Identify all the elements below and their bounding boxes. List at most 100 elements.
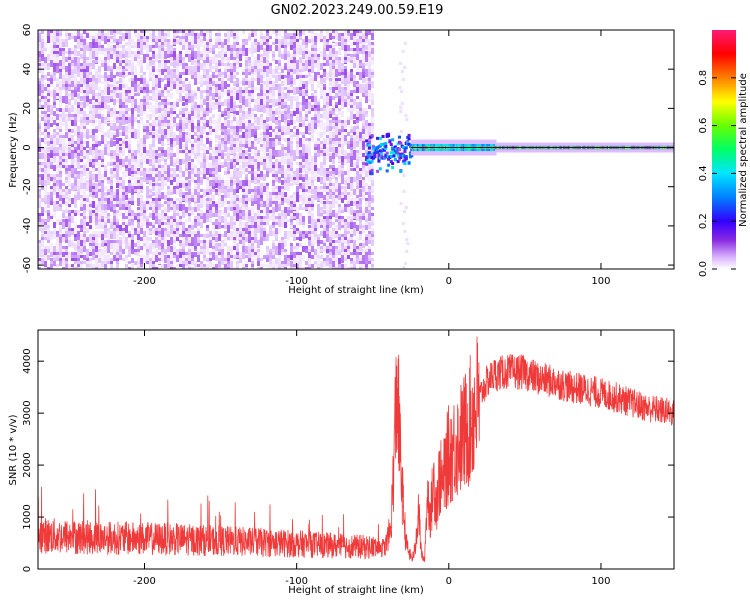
spectrogram-cell xyxy=(296,42,299,50)
spectrogram-cell xyxy=(191,117,194,120)
spectrogram-cell xyxy=(227,237,230,240)
spectrogram-cell xyxy=(266,51,269,56)
spectrogram-cell xyxy=(71,120,74,126)
spectrogram-cell xyxy=(320,120,323,125)
spectrogram-cell xyxy=(80,36,83,41)
spectrogram-cell xyxy=(275,201,278,208)
spectrogram-cell xyxy=(128,147,131,150)
spectrogram-cell xyxy=(221,42,224,48)
spectrogram-cell xyxy=(86,252,89,260)
spectrogram-cell xyxy=(260,114,263,118)
spectrogram-cell xyxy=(218,51,221,58)
spectrogram-cell xyxy=(209,78,212,82)
spectrogram-cell xyxy=(191,51,194,56)
spectrogram-cell xyxy=(86,120,89,125)
spectrogram-cell xyxy=(161,135,164,143)
spectrogram-cell xyxy=(296,96,299,104)
spectrogram-cell xyxy=(314,123,317,130)
spectrogram-cell xyxy=(188,186,191,189)
spectrogram-cell xyxy=(77,81,80,84)
spectrogram-cell xyxy=(164,42,167,47)
spectrogram-cell xyxy=(191,33,194,36)
spectrogram-cell xyxy=(137,159,140,167)
spectrogram-cell xyxy=(257,252,260,255)
spectrogram-cell xyxy=(239,120,242,128)
spectrogram-cell xyxy=(167,255,170,260)
spectrogram-cell xyxy=(248,48,251,51)
spectrogram-cell xyxy=(125,240,128,244)
spectrogram-cell xyxy=(47,135,50,138)
spectrogram-cell xyxy=(134,84,137,92)
spectrogram-cell xyxy=(206,159,209,167)
spectrogram-cell xyxy=(284,231,287,234)
spectrogram-cell xyxy=(314,219,317,224)
spectrogram-cell xyxy=(263,126,266,133)
spectrogram-cell xyxy=(173,60,176,68)
spectrogram-cell xyxy=(41,222,44,225)
spectrogram-cell xyxy=(230,192,233,200)
spectrogram-cell xyxy=(152,30,155,37)
spectrogram-cell xyxy=(209,81,212,84)
spectrogram-cell xyxy=(110,225,113,229)
spectrogram-cell xyxy=(59,168,62,171)
spectrogram-cell xyxy=(269,105,272,110)
spectrogram-cell xyxy=(74,66,77,74)
spectrogram-cell xyxy=(326,93,329,98)
spectrogram-cell xyxy=(194,132,197,136)
spectrogram-cell xyxy=(71,198,74,204)
spectrogram-cell xyxy=(53,159,56,163)
spectrogram-cell xyxy=(74,129,77,132)
spectrogram-cell xyxy=(101,51,104,55)
spectrogram-cell xyxy=(260,72,263,75)
spectrogram-cell xyxy=(164,51,167,59)
spectrogram-cell xyxy=(149,189,152,192)
spectrogram-cell xyxy=(107,204,110,210)
spectrogram-cell xyxy=(140,90,143,93)
spectrogram-cell xyxy=(215,159,218,162)
spectrogram-cell xyxy=(215,219,218,227)
spectrogram-cell xyxy=(296,186,299,192)
spectrogram-cell xyxy=(98,156,101,160)
spectrogram-cell xyxy=(65,84,68,88)
spectrogram-cell xyxy=(116,60,119,63)
spectrogram-cell xyxy=(242,129,245,134)
spectrogram-cell xyxy=(302,99,305,105)
spectrogram-cell xyxy=(161,264,164,268)
spectrogram-cell xyxy=(257,210,260,216)
spectrogram-cell xyxy=(47,153,50,156)
spectrogram-cell xyxy=(284,156,287,161)
spectrogram-cell xyxy=(71,243,74,246)
spectrogram-cell xyxy=(107,246,110,253)
spectrogram-cell xyxy=(305,231,308,234)
spectrogram-cell xyxy=(278,159,281,162)
spectrogram-cell xyxy=(71,228,74,231)
spectrogram-cell xyxy=(218,135,221,140)
spectrogram-cell xyxy=(233,66,236,72)
spectrogram-cell xyxy=(116,204,119,207)
spectrogram-cell xyxy=(263,156,266,159)
spectrogram-cell xyxy=(95,156,98,160)
spectrogram-cell xyxy=(263,255,266,259)
spectrogram-cell xyxy=(284,213,287,219)
spectrogram-cell xyxy=(314,63,317,68)
spectrogram-cell xyxy=(119,255,122,260)
spectrogram-cell xyxy=(95,48,98,51)
spectrogram-cell xyxy=(287,138,290,141)
spectrogram-cell xyxy=(245,111,248,119)
spectrogram-cell xyxy=(71,210,74,215)
spectrogram-cell xyxy=(122,33,125,41)
spectrogram-cell xyxy=(161,228,164,233)
spectrogram-cell xyxy=(209,60,212,66)
spectrogram-cell xyxy=(89,150,92,155)
spectrogram-cell xyxy=(131,186,134,191)
spectrogram-cell xyxy=(314,78,317,81)
spectrogram-cell xyxy=(245,99,248,107)
spectrogram-cell xyxy=(56,165,59,170)
spectrogram-cell xyxy=(146,87,149,94)
spectrogram-cell xyxy=(299,48,302,55)
spectrogram-cell xyxy=(92,264,95,269)
spectrogram-cell xyxy=(260,222,263,225)
spectrogram-cell xyxy=(266,135,269,143)
spectrogram-cell xyxy=(170,168,173,173)
spectrogram-cell xyxy=(224,72,227,78)
